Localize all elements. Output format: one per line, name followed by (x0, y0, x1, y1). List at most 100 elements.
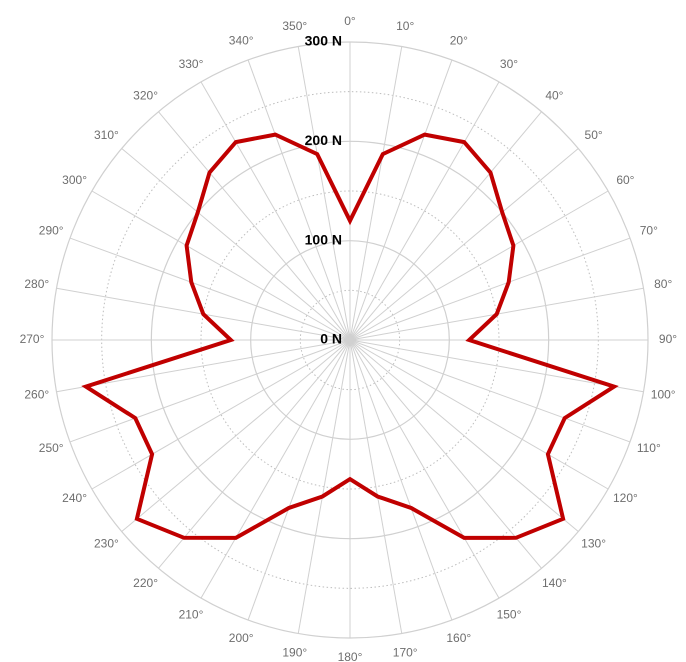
angle-tick-label-20: 20° (450, 33, 468, 47)
angle-tick-label-60: 60° (616, 173, 634, 187)
angle-tick-label-40: 40° (545, 89, 563, 103)
angle-tick-label-200: 200° (229, 631, 254, 645)
spoke-250 (69, 339, 351, 443)
label-layer: 0° 10° 20° 30° 40° 50° 60° 70° 80° 90° 100° 110° 120… (20, 14, 678, 662)
data-point-140 (514, 536, 518, 540)
spoke-240 (91, 339, 351, 490)
angle-tick-label-100: 100° (651, 387, 676, 401)
data-point-250 (133, 416, 137, 420)
data-point-80 (495, 312, 499, 316)
data-point-30 (462, 140, 466, 144)
angle-tick-label-30: 30° (500, 57, 518, 71)
angle-tick-label-290: 290° (39, 223, 64, 237)
spoke-30 (349, 81, 500, 341)
data-point-90 (467, 338, 471, 342)
radial-tick-label-300: 300 N (305, 33, 342, 49)
angle-tick-label-190: 190° (282, 645, 307, 659)
data-point-270 (229, 338, 233, 342)
spoke-300 (91, 190, 351, 341)
data-point-120 (546, 452, 550, 456)
data-point-340 (273, 133, 277, 137)
angle-tick-label-160: 160° (446, 631, 471, 645)
spoke-210 (200, 339, 351, 599)
spoke-20 (349, 59, 453, 341)
data-point-50 (500, 210, 504, 214)
data-point-320 (208, 171, 212, 175)
data-point-300 (185, 244, 189, 248)
data-point-40 (489, 171, 493, 175)
angle-tick-label-250: 250° (39, 441, 64, 455)
spoke-60 (349, 190, 609, 341)
data-point-60 (511, 244, 515, 248)
spoke-290 (69, 237, 351, 341)
spoke-230 (121, 339, 351, 532)
data-point-160 (409, 506, 413, 510)
angle-tick-label-140: 140° (542, 576, 567, 590)
data-point-190 (320, 495, 324, 499)
radial-tick-label-100: 100 N (305, 231, 342, 247)
angle-tick-label-240: 240° (62, 491, 87, 505)
spoke-70 (349, 237, 631, 341)
angle-tick-label-330: 330° (179, 57, 204, 71)
angle-tick-label-120: 120° (613, 491, 638, 505)
spoke-220 (158, 339, 351, 569)
series-line-0 (81, 132, 619, 540)
spoke-350 (297, 46, 351, 341)
angle-tick-label-270: 270° (20, 332, 45, 346)
data-point-200 (287, 506, 291, 510)
data-point-310 (196, 210, 200, 214)
radial-tick-label-0: 0 N (320, 331, 342, 347)
spoke-150 (349, 339, 500, 599)
spoke-170 (349, 339, 403, 634)
data-point-180 (348, 477, 352, 481)
spoke-190 (297, 339, 351, 634)
spoke-50 (349, 148, 579, 341)
data-point-350 (315, 152, 319, 156)
data-point-210 (234, 536, 238, 540)
data-point-230 (135, 517, 139, 521)
spoke-130 (349, 339, 579, 532)
data-point-170 (376, 495, 380, 499)
angle-tick-label-70: 70° (640, 223, 658, 237)
data-point-100 (612, 385, 616, 389)
data-point-150 (462, 536, 466, 540)
angle-tick-label-0: 0° (344, 14, 356, 28)
data-point-260 (84, 385, 88, 389)
data-point-20 (423, 133, 427, 137)
grid-layer (51, 41, 649, 639)
spoke-200 (247, 339, 351, 621)
data-point-290 (189, 280, 193, 284)
angle-tick-label-230: 230° (94, 537, 119, 551)
angle-tick-label-310: 310° (94, 128, 119, 142)
spoke-110 (349, 339, 631, 443)
spoke-160 (349, 339, 453, 621)
angle-tick-label-210: 210° (179, 608, 204, 622)
angle-tick-label-130: 130° (581, 537, 606, 551)
angle-tick-label-340: 340° (229, 33, 254, 47)
angle-tick-label-110: 110° (637, 441, 661, 455)
data-point-280 (201, 312, 205, 316)
series-layer (81, 132, 619, 540)
angle-tick-label-170: 170° (393, 645, 418, 659)
angle-tick-label-320: 320° (133, 89, 158, 103)
data-point-220 (182, 536, 186, 540)
angle-tick-label-10: 10° (396, 19, 414, 33)
angle-tick-label-150: 150° (497, 608, 522, 622)
radial-tick-label-200: 200 N (305, 132, 342, 148)
spoke-330 (200, 81, 351, 341)
angle-tick-label-280: 280° (24, 277, 49, 291)
spoke-310 (121, 148, 351, 341)
angle-tick-label-180: 180° (338, 650, 363, 662)
data-point-130 (561, 517, 565, 521)
data-point-330 (234, 140, 238, 144)
angle-tick-label-80: 80° (654, 277, 672, 291)
angle-tick-label-260: 260° (24, 387, 49, 401)
data-point-0 (348, 219, 352, 223)
angle-tick-label-350: 350° (282, 19, 307, 33)
spoke-340 (247, 59, 351, 341)
data-point-240 (150, 452, 154, 456)
data-point-110 (563, 416, 567, 420)
angle-tick-label-220: 220° (133, 576, 158, 590)
spoke-40 (349, 111, 542, 341)
